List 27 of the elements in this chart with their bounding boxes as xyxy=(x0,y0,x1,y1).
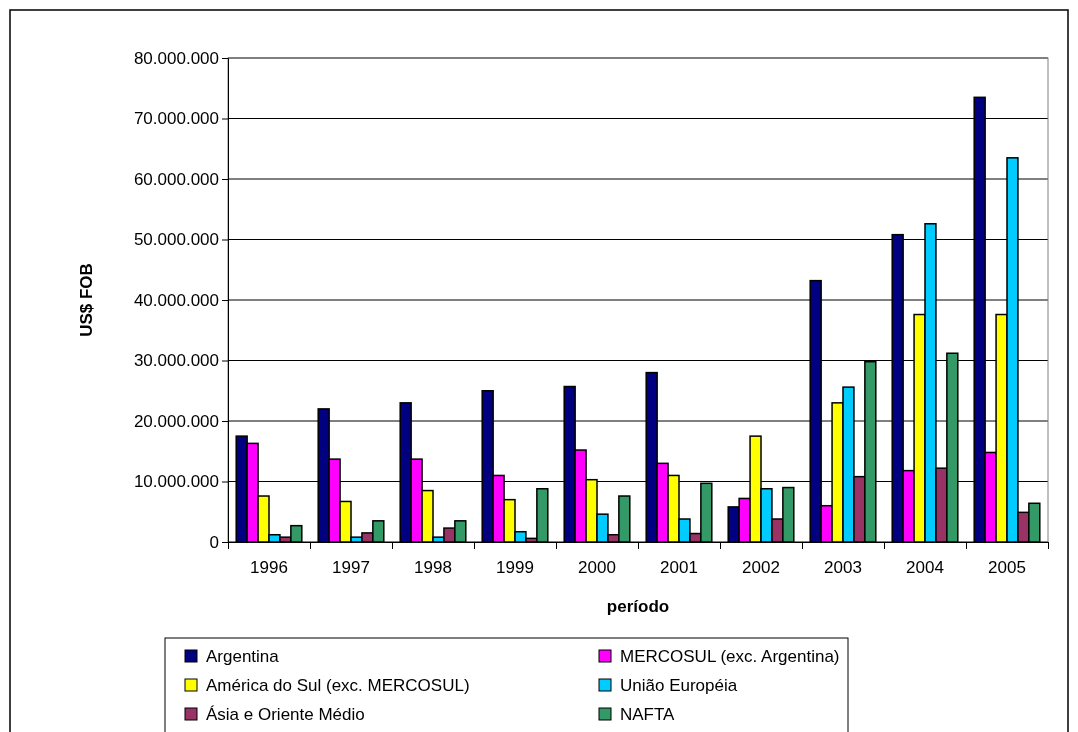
legend-label: Ásia e Oriente Médio xyxy=(206,705,365,724)
legend-label: MERCOSUL (exc. Argentina) xyxy=(620,647,840,666)
x-tick-label: 2005 xyxy=(988,558,1026,577)
x-tick-label: 1996 xyxy=(250,558,288,577)
x-tick-label: 1998 xyxy=(414,558,452,577)
legend-label: América do Sul (exc. MERCOSUL) xyxy=(206,676,470,695)
x-tick-label: 1997 xyxy=(332,558,370,577)
y-tick-label: 40.000.000 xyxy=(133,290,219,310)
y-tick-label: 70.000.000 xyxy=(133,109,219,129)
x-tick-label: 2001 xyxy=(660,558,698,577)
x-tick-label: 2000 xyxy=(578,558,616,577)
legend-label: NAFTA xyxy=(620,705,676,724)
x-tick-label: 2002 xyxy=(742,558,780,577)
y-axis-title: US$ FOB xyxy=(77,263,96,337)
legend-label: Argentina xyxy=(206,647,280,666)
y-tick-label: 50.000.000 xyxy=(133,230,219,250)
y-tick-label: 80.000.000 xyxy=(133,48,219,68)
legend-label: União Européia xyxy=(620,676,738,695)
y-tick-label: 60.000.000 xyxy=(133,169,219,189)
x-axis-title: período xyxy=(606,597,670,616)
y-tick-label: 0 xyxy=(209,532,219,552)
x-tick-label: 2003 xyxy=(824,558,862,577)
y-tick-label: 10.000.000 xyxy=(133,472,219,492)
y-tick-label: 20.000.000 xyxy=(133,411,219,431)
y-tick-label: 30.000.000 xyxy=(133,351,219,371)
x-tick-label: 2004 xyxy=(906,558,944,577)
x-tick-label: 1999 xyxy=(496,558,534,577)
